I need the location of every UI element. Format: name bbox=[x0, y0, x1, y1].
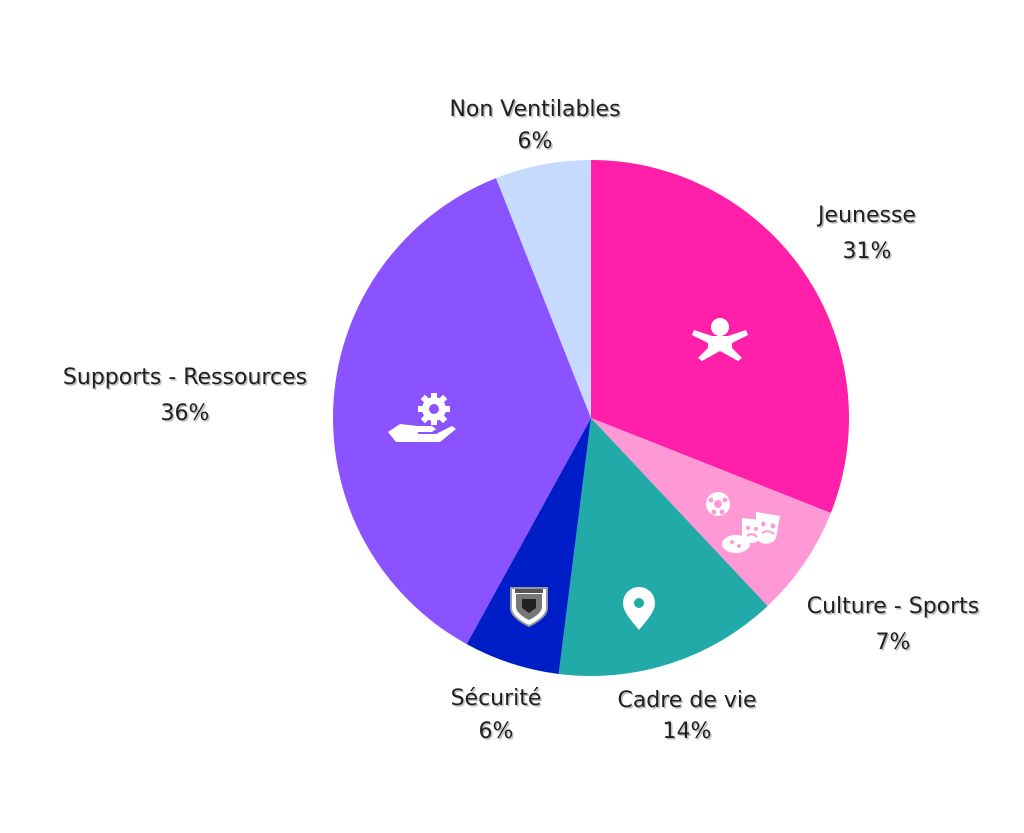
slice-icons bbox=[388, 318, 780, 630]
slice-label-shadow: Culture - Sports bbox=[808, 596, 981, 621]
location-pin-icon bbox=[623, 587, 655, 630]
slice-label-shadow: Supports - Ressources bbox=[64, 367, 308, 392]
police-badge-icon bbox=[510, 587, 548, 628]
child-icon bbox=[692, 318, 748, 361]
slice-value-label: 36% bbox=[161, 401, 210, 426]
slice-label-shadow: Cadre de vie bbox=[619, 690, 758, 715]
culture-sports-icon bbox=[706, 492, 780, 553]
slice-value-label-shadow: 6% bbox=[519, 131, 554, 156]
slice-value-label-shadow: 6% bbox=[480, 721, 515, 746]
slice-label-shadow: Non Ventilables bbox=[451, 99, 622, 124]
slice-label: Non Ventilables bbox=[449, 97, 620, 122]
pie-slice-non-ventilables bbox=[496, 160, 591, 418]
slice-value-label: 14% bbox=[663, 719, 712, 744]
slice-label: Culture - Sports bbox=[807, 594, 980, 619]
slice-label-shadow: Sécurité bbox=[452, 688, 543, 713]
slice-label-shadow: Jeunesse bbox=[818, 205, 918, 230]
pie-slice-s-curit- bbox=[466, 418, 591, 674]
slice-label: Cadre de vie bbox=[617, 688, 756, 713]
slice-value-label-shadow: 31% bbox=[844, 241, 893, 266]
pie-slice-supports-ressources bbox=[332, 178, 591, 645]
slice-label: Sécurité bbox=[451, 686, 542, 711]
slice-value-label: 6% bbox=[518, 129, 553, 154]
pie-slices bbox=[332, 160, 849, 677]
slice-value-label-shadow: 36% bbox=[162, 403, 211, 428]
pie-slice-cadre-de-vie bbox=[558, 418, 768, 677]
slice-value-label: 7% bbox=[876, 630, 911, 655]
slice-value-label-shadow: 7% bbox=[877, 632, 912, 657]
slice-label: Supports - Ressources bbox=[63, 365, 307, 390]
hand-gear-icon bbox=[388, 393, 456, 442]
slice-value-label-shadow: 14% bbox=[664, 721, 713, 746]
slice-label: Jeunesse bbox=[816, 203, 916, 228]
slice-value-label: 31% bbox=[843, 239, 892, 264]
slice-value-label: 6% bbox=[479, 719, 514, 744]
